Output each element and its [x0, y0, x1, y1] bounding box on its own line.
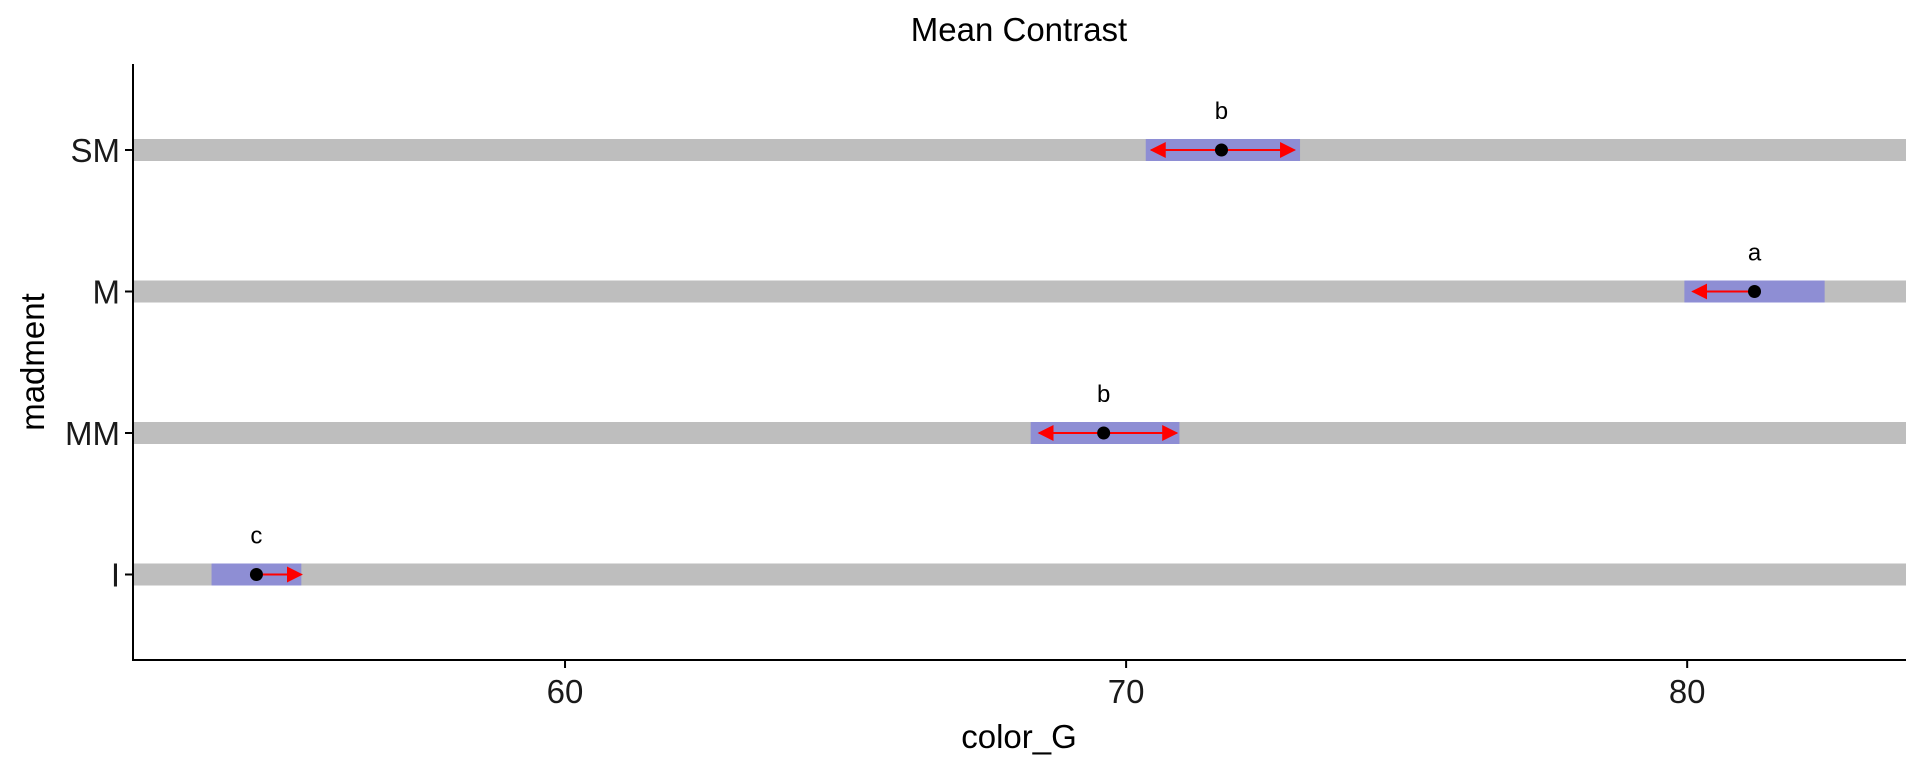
band-mm: [134, 422, 1906, 444]
chart-title: Mean Contrast: [911, 11, 1127, 48]
mean-point-i: [249, 568, 263, 581]
y-axis-title: madment: [14, 293, 51, 431]
x-tick-label-70: 70: [1108, 673, 1145, 710]
group-letter-m: a: [1748, 240, 1762, 267]
band-m: [134, 280, 1906, 303]
x-tick-label-80: 80: [1669, 673, 1706, 710]
group-letter-sm: b: [1215, 98, 1228, 125]
marks-layer: b a b c: [211, 98, 1825, 586]
group-letter-mm: b: [1097, 381, 1110, 408]
y-tick-label-i: I: [111, 557, 120, 594]
y-tick-label-mm: MM: [65, 415, 120, 452]
x-axis-title: color_G: [961, 718, 1077, 755]
x-ticks-layer: 60 70 80: [547, 660, 1706, 710]
band-sm: [134, 139, 1906, 161]
mean-point-mm: [1097, 426, 1111, 440]
band-i: [134, 563, 1906, 586]
bands-layer: [134, 139, 1906, 586]
x-tick-label-60: 60: [547, 673, 584, 710]
y-tick-label-m: M: [93, 274, 121, 311]
group-letter-i: c: [250, 523, 262, 550]
y-tick-label-sm: SM: [71, 132, 121, 169]
mean-point-sm: [1214, 143, 1228, 157]
mean-point-m: [1748, 285, 1762, 298]
